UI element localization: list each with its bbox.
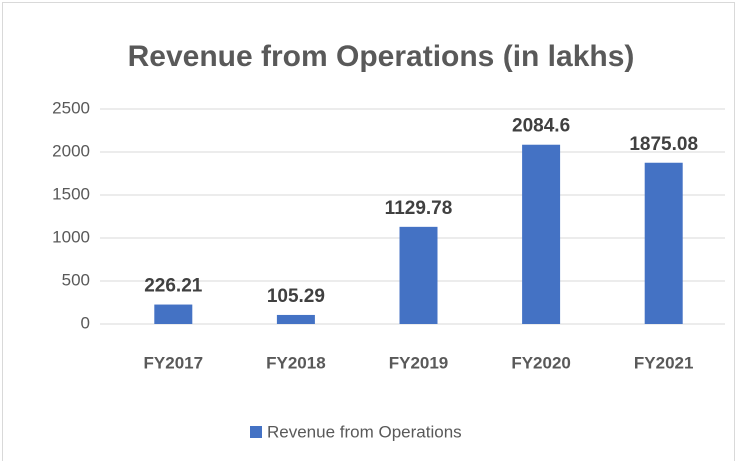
y-tick-label: 2000 xyxy=(52,141,90,160)
x-tick-label: FY2018 xyxy=(266,353,326,372)
legend-label: Revenue from Operations xyxy=(267,422,462,441)
data-label: 226.21 xyxy=(144,276,203,297)
data-label: 1129.78 xyxy=(385,198,453,219)
y-tick-label: 1000 xyxy=(52,227,90,246)
data-label: 105.29 xyxy=(267,286,325,307)
y-tick-label: 1500 xyxy=(52,184,90,203)
y-tick-label: 500 xyxy=(62,270,90,289)
chart-title: Revenue from Operations (in lakhs) xyxy=(128,40,635,73)
x-tick-label: FY2021 xyxy=(634,353,694,372)
x-tick-label: FY2019 xyxy=(389,353,449,372)
data-label: 2084.6 xyxy=(512,116,570,137)
y-tick-label: 2500 xyxy=(52,98,90,117)
legend-swatch xyxy=(250,426,262,438)
bar xyxy=(399,226,438,324)
bar xyxy=(644,162,683,324)
x-tick-label: FY2020 xyxy=(511,353,571,372)
y-tick-label: 0 xyxy=(81,313,90,332)
x-tick-label: FY2017 xyxy=(144,353,204,372)
data-label: 1875.08 xyxy=(629,134,698,155)
bar xyxy=(154,304,193,324)
bar xyxy=(522,144,561,324)
bar xyxy=(276,314,315,324)
